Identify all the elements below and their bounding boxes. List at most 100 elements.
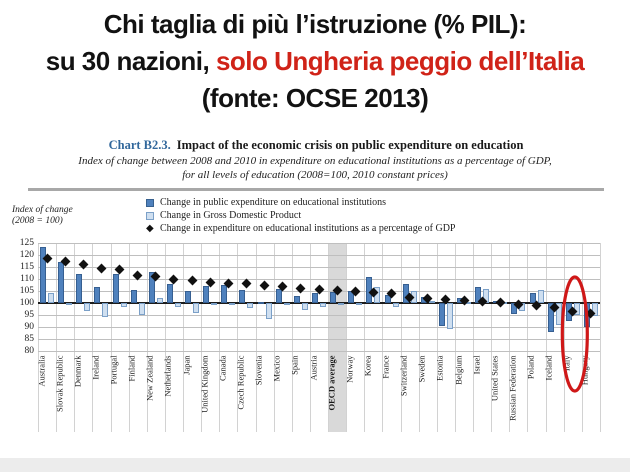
- slide-title: Chi taglia di più l’istruzione (% PIL): …: [0, 6, 630, 117]
- diamond-ratio-marker: [114, 264, 125, 275]
- column-separator: [346, 243, 348, 432]
- gridline: [38, 255, 600, 256]
- column-separator: [164, 243, 166, 432]
- bar-public-expenditure: [221, 285, 228, 303]
- bar-public-expenditure: [130, 289, 137, 303]
- chart-number-label: Chart B2.3.: [108, 138, 171, 152]
- x-axis-label: OECD average: [326, 355, 337, 411]
- x-axis-label: Canada: [217, 355, 228, 381]
- bar-gdp: [102, 303, 109, 318]
- x-axis-label: United Kingdom: [199, 355, 210, 413]
- slide-title-line2: su 30 nazioni, solo Ungheria peggio dell…: [0, 43, 630, 80]
- bar-gdp: [356, 303, 363, 305]
- bar-gdp: [446, 303, 453, 330]
- column-separator: [400, 243, 402, 432]
- gridline: [38, 267, 600, 268]
- x-axis-label: Netherlands: [162, 355, 173, 397]
- x-axis-label: Hungary: [579, 355, 590, 385]
- y-axis-title: Index of change (2008 = 100): [12, 205, 73, 227]
- y-axis-tick: 95: [24, 310, 35, 320]
- column-separator: [436, 243, 438, 432]
- legend-item-ratio: ◆ Change in expenditure on educational i…: [146, 222, 455, 235]
- x-axis-label: Slovak Republic: [54, 355, 65, 412]
- x-axis-label: Czech Republic: [235, 355, 246, 410]
- bar-gdp: [138, 303, 145, 315]
- bar-gdp: [392, 303, 399, 307]
- bar-gdp: [265, 303, 272, 319]
- y-axis-tick: 85: [24, 334, 35, 344]
- bar-gdp: [320, 303, 326, 307]
- column-separator: [454, 243, 456, 432]
- gridline: [38, 279, 600, 280]
- diamond-marker-icon: ◆: [146, 222, 154, 234]
- column-separator: [128, 243, 130, 432]
- column-separator: [273, 243, 275, 432]
- bar-gdp: [84, 303, 91, 312]
- column-separator: [74, 243, 76, 432]
- column-separator: [527, 243, 529, 432]
- bar-gdp: [283, 303, 290, 306]
- column-separator: [509, 243, 511, 432]
- slide-bottom-edge: [0, 458, 630, 472]
- dark-bar-swatch-icon: [146, 198, 154, 207]
- bar-gdp: [211, 303, 218, 306]
- bar-public-expenditure: [94, 287, 101, 303]
- diamond-ratio-marker: [495, 297, 506, 308]
- column-separator: [146, 243, 148, 432]
- chart-legend: Change in public expenditure on educatio…: [146, 196, 455, 235]
- diamond-ratio-marker: [459, 295, 469, 306]
- bar-public-expenditure: [529, 293, 536, 303]
- bar-gdp: [48, 293, 55, 303]
- column-separator: [491, 243, 493, 432]
- column-separator: [237, 243, 239, 432]
- legend-label: Change in expenditure on educational ins…: [160, 223, 456, 234]
- x-axis-label: Estonia: [434, 355, 445, 381]
- column-separator: [328, 243, 330, 432]
- column-separator: [382, 243, 384, 432]
- bar-public-expenditure: [438, 303, 445, 326]
- diamond-ratio-marker: [241, 278, 252, 289]
- bar-public-expenditure: [330, 292, 337, 303]
- x-axis-label: New Zealand: [144, 355, 155, 401]
- column-separator: [110, 243, 112, 432]
- y-axis-tick: 105: [19, 286, 34, 296]
- column-separator: [255, 243, 257, 432]
- chart-subtitle-line1: Index of change between 2008 and 2010 in…: [78, 155, 552, 167]
- light-bar-swatch-icon: [146, 211, 154, 220]
- legend-label: Change in public expenditure on educatio…: [160, 197, 387, 208]
- x-axis-label: Ireland: [90, 355, 101, 380]
- bar-public-expenditure: [547, 303, 554, 332]
- column-separator: [418, 243, 420, 432]
- y-axis-tick: 115: [20, 262, 34, 272]
- y-axis-tick: 80: [24, 346, 35, 356]
- diamond-ratio-marker: [187, 275, 198, 286]
- x-axis-label: Australia: [36, 355, 47, 387]
- gridline: [38, 327, 600, 328]
- bar-gdp: [174, 303, 181, 307]
- legend-item-gdp: Change in Gross Domestic Product: [146, 209, 455, 222]
- x-axis-label: Austria: [308, 355, 318, 381]
- slide-title-line2-highlight: solo Ungheria peggio dell’Italia: [215, 46, 585, 76]
- bar-public-expenditure: [58, 262, 65, 303]
- bar-gdp: [66, 303, 73, 305]
- bar-gdp: [156, 298, 163, 303]
- x-axis-label: Belgium: [453, 355, 464, 385]
- legend-item-public-expenditure: Change in public expenditure on educatio…: [146, 196, 455, 209]
- column-separator: [56, 243, 58, 432]
- column-separator: [38, 243, 39, 432]
- x-axis-label: Israel: [471, 355, 482, 374]
- diamond-ratio-marker: [259, 280, 270, 290]
- column-separator: [473, 243, 475, 432]
- bar-public-expenditure: [275, 288, 282, 303]
- baseline-100: [38, 302, 600, 304]
- bar-public-expenditure: [148, 271, 155, 303]
- x-axis-label: Japan: [181, 355, 192, 375]
- bar-gdp: [247, 303, 254, 308]
- column-separator: [201, 243, 203, 432]
- slide-title-line2-black: su 30 nazioni,: [45, 46, 210, 76]
- x-axis-label: Sweden: [416, 355, 427, 382]
- x-axis-label: Finland: [126, 355, 137, 381]
- chart-divider: [28, 188, 604, 191]
- bar-gdp: [338, 303, 345, 305]
